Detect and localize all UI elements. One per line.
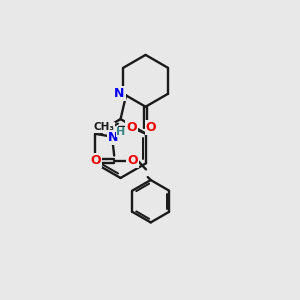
Text: O: O bbox=[126, 121, 136, 134]
Text: O: O bbox=[146, 121, 157, 134]
Text: O: O bbox=[91, 154, 101, 167]
Text: N: N bbox=[107, 131, 118, 144]
Text: O: O bbox=[127, 154, 138, 167]
Text: CH₃: CH₃ bbox=[94, 122, 115, 132]
Text: N: N bbox=[114, 87, 124, 100]
Text: H: H bbox=[116, 127, 125, 137]
